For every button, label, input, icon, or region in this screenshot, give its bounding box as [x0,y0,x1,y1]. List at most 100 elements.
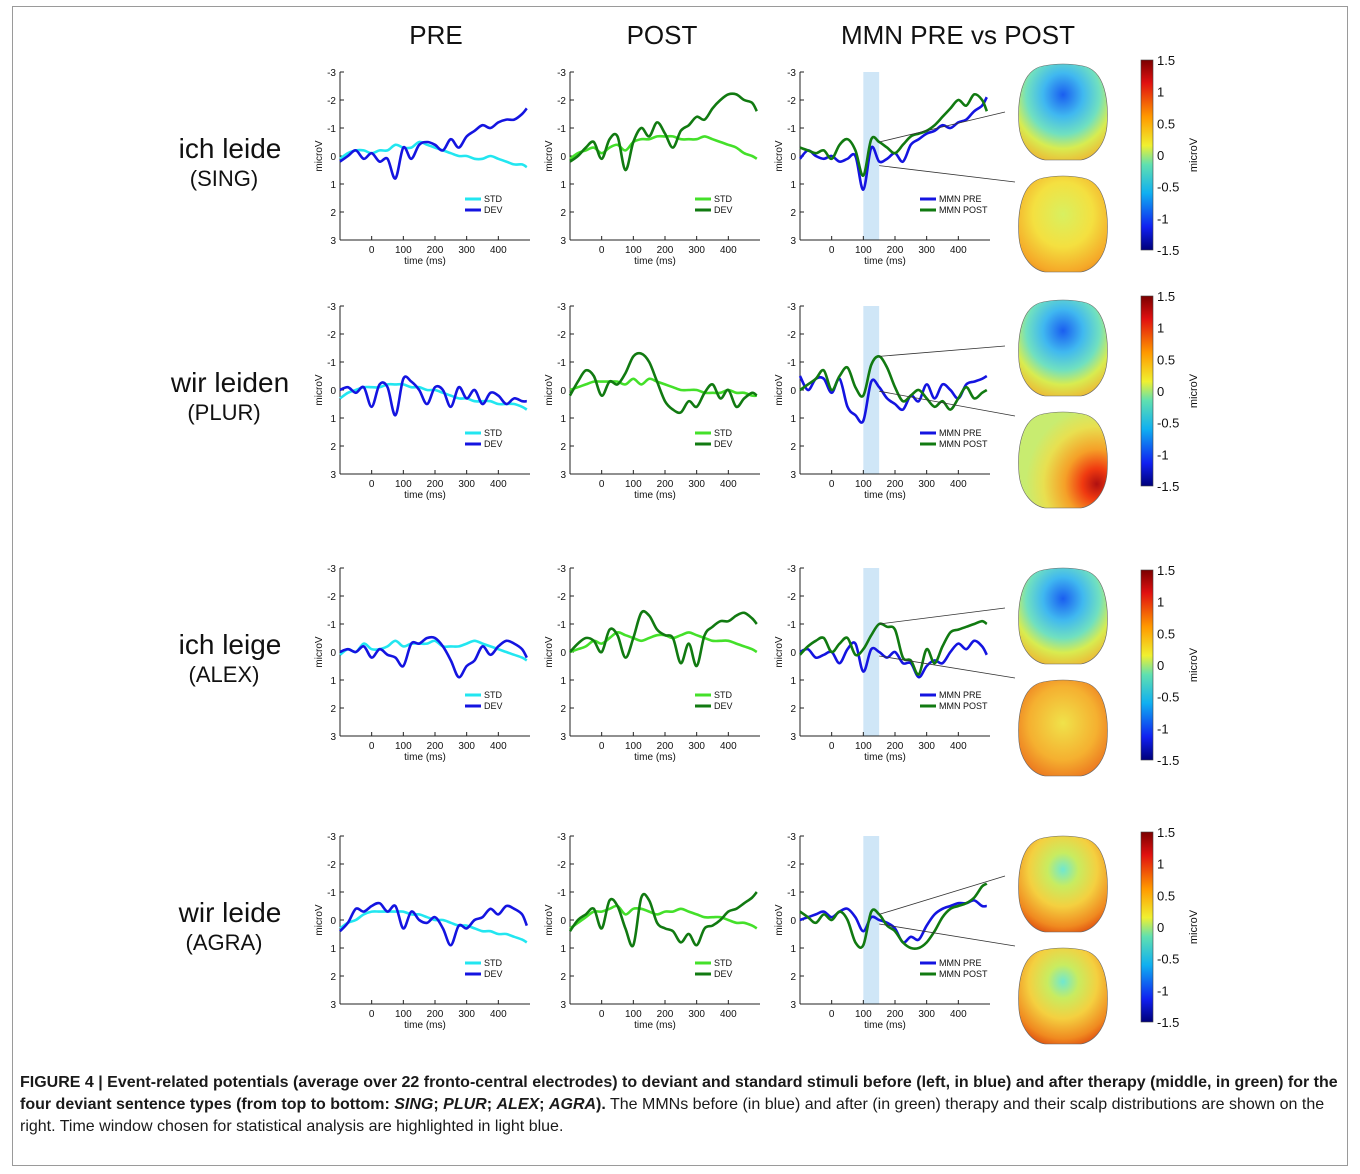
erp-panel-pre: -3 -2 -1 0 1 2 3 0 100 200 300 400 time (ms) microV ST… [314,68,530,267]
colorbar-tick-label: 1.5 [1157,289,1175,304]
y-tick-label: 0 [330,386,336,397]
x-tick-label: 400 [490,1009,507,1020]
colorbar-tick-label: 0.5 [1157,352,1175,367]
colorbar-tick-label: 1 [1157,857,1164,872]
y-tick-label: 3 [790,236,796,247]
x-tick-label: 0 [369,741,375,752]
series-line-std [339,639,528,662]
legend-label: MMN PRE [939,194,982,204]
y-tick-label: -1 [327,888,336,899]
row-sublabel: (AGRA) [186,930,263,955]
legend-label: DEV [484,439,503,449]
x-tick-label: 200 [887,741,904,752]
row-sublabel: (PLUR) [187,400,260,425]
x-tick-label: 400 [720,741,737,752]
series-line-mmn-post [799,92,989,177]
y-tick-label: 0 [330,152,336,163]
colorbar-tick-label: -1 [1157,447,1169,462]
y-tick-label: -2 [787,592,796,603]
y-axis-label: microV [544,374,555,405]
legend-label: MMN PRE [939,428,982,438]
colorbar-tick-label: 0 [1157,658,1164,673]
x-tick-label: 0 [599,741,605,752]
colorbar-tick-label: -1.5 [1157,753,1179,768]
y-axis-label: microV [314,904,325,935]
legend-label: DEV [484,205,503,215]
colorbar [1140,295,1154,487]
colorbar-tick-label: 1 [1157,85,1164,100]
y-tick-label: 1 [560,180,566,191]
x-tick-label: 100 [395,1009,412,1020]
legend-label: DEV [714,969,733,979]
y-tick-label: -2 [557,96,566,107]
x-tick-label: 100 [625,1009,642,1020]
y-tick-label: -2 [787,96,796,107]
y-tick-label: -3 [327,302,336,313]
y-tick-label: 3 [560,236,566,247]
x-tick-label: 400 [720,245,737,256]
y-tick-label: -1 [787,124,796,135]
y-tick-label: 2 [790,972,796,983]
column-header-0: PRE [409,20,462,50]
x-tick-label: 0 [369,1009,375,1020]
legend-label: STD [714,428,733,438]
figure-graphic: PRE POST MMN PRE vs POST ich leide(SING) wi… [170,20,1200,1045]
colorbar-tick-label: -1 [1157,211,1169,226]
x-tick-label: 100 [395,479,412,490]
y-tick-label: 0 [560,916,566,927]
y-tick-label: -2 [557,860,566,871]
legend-label: DEV [714,439,733,449]
connector-line [879,655,1016,679]
y-axis-label: microV [774,636,785,667]
y-tick-label: -1 [327,358,336,369]
connector-line [879,165,1016,183]
y-axis-label: microV [774,374,785,405]
legend-label: MMN POST [939,439,988,449]
series-line-mmn-post [799,882,988,950]
y-tick-label: 3 [560,732,566,743]
y-tick-label: 3 [790,470,796,481]
y-tick-label: -3 [787,832,796,843]
y-tick-label: -1 [327,124,336,135]
x-tick-label: 100 [625,479,642,490]
series-line-dev [339,107,528,180]
legend-label: STD [714,958,733,968]
x-tick-label: 200 [657,1009,674,1020]
legend-label: MMN POST [939,969,988,979]
x-tick-label: 100 [395,741,412,752]
x-tick-label: 0 [829,245,835,256]
y-tick-label: 1 [330,676,336,687]
x-tick-label: 0 [829,1009,835,1020]
x-tick-label: 200 [427,1009,444,1020]
x-tick-label: 200 [887,479,904,490]
y-tick-label: 0 [790,916,796,927]
y-axis-label: microV [544,904,555,935]
y-tick-label: 3 [560,1000,566,1011]
x-tick-label: 300 [918,479,935,490]
y-axis-label: microV [544,140,555,171]
x-tick-label: 200 [887,1009,904,1020]
y-axis-label: microV [314,374,325,405]
row-sublabel: (SING) [190,166,258,191]
y-tick-label: -3 [557,832,566,843]
x-tick-label: 300 [458,479,475,490]
x-tick-label: 400 [490,245,507,256]
x-tick-label: 300 [458,245,475,256]
y-tick-label: 0 [790,386,796,397]
x-tick-label: 300 [688,741,705,752]
series-line-std [339,382,528,411]
x-tick-label: 300 [688,245,705,256]
figure-caption: FIGURE 4 | Event-related potentials (ave… [20,1074,1338,1135]
y-tick-label: 2 [330,208,336,219]
x-tick-label: 0 [369,479,375,490]
x-tick-label: 300 [918,1009,935,1020]
y-tick-label: 1 [790,676,796,687]
connector-line [879,875,1006,915]
analysis-window [863,306,880,474]
y-axis-label: microV [314,140,325,171]
y-tick-label: -2 [327,330,336,341]
x-axis-label: time (ms) [634,490,676,501]
x-tick-label: 300 [918,245,935,256]
erp-panel-pre: -3 -2 -1 0 1 2 3 0 100 200 300 400 time (ms) microV ST… [314,832,530,1031]
x-axis-label: time (ms) [864,1020,906,1031]
